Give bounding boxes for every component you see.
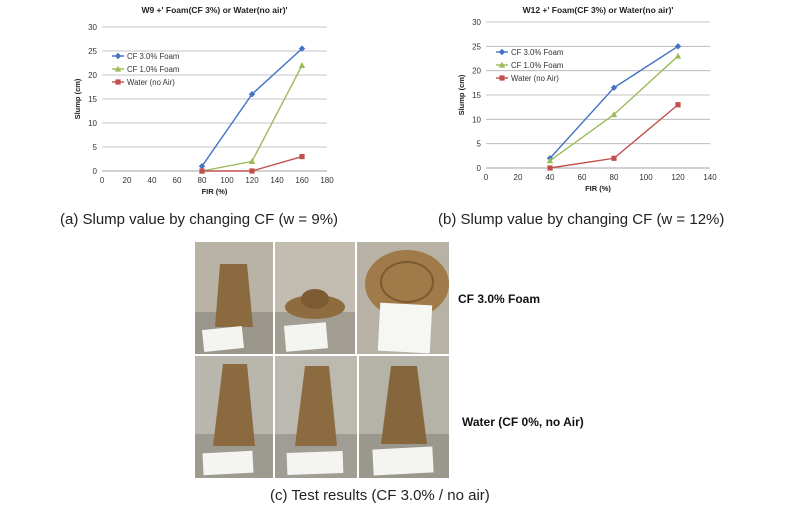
chart-w9-series-line-2: [201, 65, 303, 172]
chart-w12-ytick-label: 15: [472, 91, 481, 100]
chart-w9-ytick-label: 30: [88, 23, 97, 32]
chart-w9-svg: W9 +' Foam(CF 3%) or Water(no air)' 0 5 10 1…: [73, 5, 334, 196]
chart-w12-xtick-label: 80: [610, 173, 619, 182]
chart-w12-series-3-point: [611, 155, 617, 161]
chart-w12-legend-marker: [498, 48, 506, 56]
chart-w9-legend-label: CF 1.0% Foam: [127, 65, 179, 74]
chart-w9-ytick-label: 15: [88, 95, 97, 104]
chart-w9-series-3-point: [199, 168, 205, 174]
chart-w9-xtick-label: 80: [198, 176, 207, 185]
chart-w9-legend-marker: [114, 65, 122, 72]
chart-w12-xtick-label: 140: [703, 173, 717, 182]
photo-water-1: [195, 356, 273, 478]
chart-w12-ytick-label: 0: [477, 164, 482, 173]
chart-w12-series-2-point: [610, 111, 618, 118]
chart-w9-xtick-label: 60: [173, 176, 182, 185]
chart-w12-ytick-label: 5: [477, 140, 482, 149]
chart-w12-series-3-point: [675, 102, 681, 108]
photo-water-3: [359, 356, 449, 478]
chart-w12-ytick-label: 25: [472, 42, 481, 51]
chart-w12-series-line-2: [549, 55, 679, 162]
chart-w9-legend-label: Water (no Air): [127, 78, 175, 87]
chart-w12-legend-label: CF 1.0% Foam: [511, 61, 563, 70]
chart-w9-xlabel: FIR (%): [202, 187, 228, 196]
chart-w12-legend-label: CF 3.0% Foam: [511, 48, 563, 57]
photo-foam-slumped: [275, 242, 355, 354]
chart-w9-series-2-point: [298, 62, 306, 68]
chart-w12-xtick-label: 60: [578, 173, 587, 182]
chart-w9-xtick-label: 160: [295, 176, 309, 185]
label-water-no-air: Water (CF 0%, no Air): [462, 415, 584, 429]
chart-w12-svg: W12 +' Foam(CF 3%) or Water(no air)' 0 5 10…: [457, 5, 717, 193]
chart-w12-xtick-label: 120: [671, 173, 685, 182]
chart-w12: W12 +' Foam(CF 3%) or Water(no air)' 0 5 10…: [450, 0, 730, 200]
chart-w12-series-2-point: [674, 52, 682, 59]
photo-foam-cone: [195, 242, 273, 354]
chart-w12-legend-marker: [499, 75, 505, 81]
caption-b: (b) Slump value by changing CF (w = 12%): [438, 211, 725, 228]
chart-w9-legend-marker: [114, 52, 122, 60]
chart-w12-ylabel: Slump (cm): [457, 74, 466, 115]
photo-foam-spread: [357, 242, 449, 354]
label-cf3-foam: CF 3.0% Foam: [458, 292, 541, 306]
chart-w12-xtick-label: 20: [514, 173, 523, 182]
chart-w9-series-3-point: [299, 154, 305, 160]
chart-w12-series-line-1: [549, 45, 679, 159]
chart-w9-ytick-label: 20: [88, 71, 97, 80]
chart-w12-series-1-point: [674, 43, 682, 50]
chart-w12-ytick-label: 20: [472, 67, 481, 76]
chart-w9: W9 +' Foam(CF 3%) or Water(no air)' 0 5 10 1…: [60, 0, 350, 200]
chart-w12-ytick-label: 10: [472, 115, 481, 124]
chart-w12-series-3-point: [547, 165, 553, 171]
chart-w12-legend-label: Water (no Air): [511, 74, 559, 83]
chart-w9-ylabel: Slump (cm): [73, 78, 82, 119]
chart-w12-xtick-label: 100: [639, 173, 653, 182]
chart-w9-xtick-label: 20: [123, 176, 132, 185]
chart-w9-series-2-point: [248, 158, 256, 164]
chart-w9-series-1-point: [198, 163, 206, 170]
chart-w9-xtick-label: 180: [320, 176, 334, 185]
chart-w12-series-1-point: [610, 84, 618, 91]
caption-a: (a) Slump value by changing CF (w = 9%): [60, 211, 339, 228]
caption-c: (c) Test results (CF 3.0% / no air): [270, 487, 490, 504]
chart-w9-xtick-label: 100: [220, 176, 234, 185]
chart-w12-xtick-label: 40: [546, 173, 555, 182]
chart-w9-xtick-label: 140: [270, 176, 284, 185]
chart-w9-xtick-label: 0: [100, 176, 105, 185]
chart-w9-series-line-1: [201, 48, 303, 167]
chart-w9-ytick-label: 10: [88, 119, 97, 128]
chart-w9-ytick-label: 0: [93, 167, 98, 176]
chart-w9-ytick-label: 25: [88, 47, 97, 56]
chart-w12-legend-marker: [498, 61, 506, 68]
chart-w9-series-1-point: [248, 91, 256, 98]
chart-w9-series-3-point: [249, 168, 255, 174]
chart-w9-ytick-label: 5: [93, 143, 98, 152]
chart-w9-series-1-point: [298, 45, 306, 52]
chart-w12-series-2-point: [546, 157, 554, 164]
photo-grid: [195, 242, 449, 478]
chart-w12-xtick-label: 0: [484, 173, 489, 182]
chart-w9-legend-marker: [115, 79, 121, 85]
chart-w12-xlabel: FIR (%): [585, 184, 611, 193]
chart-w9-title: W9 +' Foam(CF 3%) or Water(no air)': [141, 5, 287, 15]
chart-w9-xtick-label: 120: [245, 176, 259, 185]
chart-w9-legend-label: CF 3.0% Foam: [127, 52, 179, 61]
chart-w12-title: W12 +' Foam(CF 3%) or Water(no air)': [523, 5, 674, 15]
chart-w12-ytick-label: 30: [472, 18, 481, 27]
photo-water-2: [275, 356, 357, 478]
chart-w9-xtick-label: 40: [148, 176, 157, 185]
